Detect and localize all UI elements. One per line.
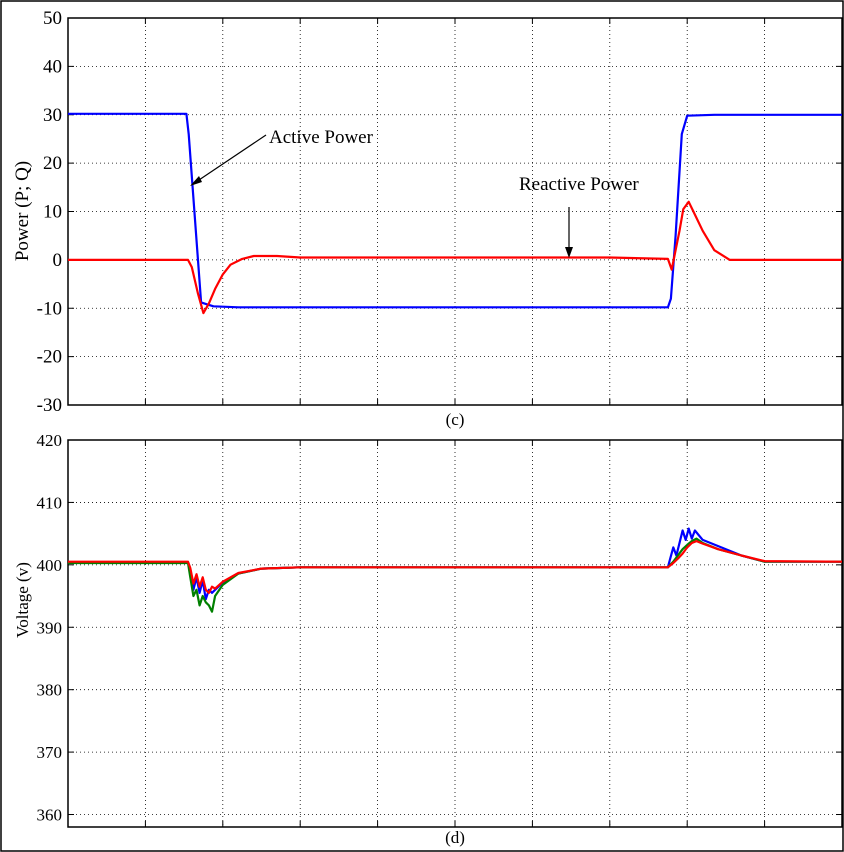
- panel-c-power-chart: -30 -20 -10 0 10 20 30 40 50 Power (P; Q) (c) Ac…: [12, 8, 843, 429]
- y-tick-label: 400: [37, 556, 63, 575]
- series-line-3: [68, 539, 843, 595]
- y-tick-label: 20: [43, 153, 62, 174]
- y-tick-label: 410: [37, 493, 63, 512]
- y-tick-label: -30: [37, 395, 62, 416]
- panel-caption-d: (d): [445, 828, 465, 847]
- y-tick-label: -20: [37, 347, 62, 368]
- series-line-reactive-power: [68, 200, 842, 315]
- y-tick-label: 360: [37, 806, 63, 825]
- y-ticks-d: 360 370 380 390 400 410 420: [37, 431, 63, 825]
- y-tick-label: 50: [43, 8, 62, 29]
- series-c: [68, 112, 842, 315]
- y-tick-label: 0: [53, 250, 63, 271]
- y-tick-label: 30: [43, 105, 62, 126]
- grid-d: [67, 439, 843, 827]
- y-tick-label: 370: [37, 743, 63, 762]
- y-tick-label: 390: [37, 618, 63, 637]
- y-tick-label: 420: [37, 431, 63, 450]
- series-line-active-power: [68, 112, 842, 309]
- panel-d-voltage-chart: 360 370 380 390 400 410 420 Voltage (v) (d): [13, 431, 843, 847]
- annotation-reactive-power: Reactive Power: [519, 174, 639, 195]
- y-tick-label: 380: [37, 681, 63, 700]
- panel-caption-c: (c): [446, 410, 465, 429]
- annotation-active-power: Active Power: [269, 127, 374, 148]
- y-tick-label: -10: [37, 298, 62, 319]
- y-axis-label-d: Voltage (v): [13, 562, 32, 638]
- series-d: [68, 527, 843, 613]
- y-tick-label: 40: [43, 56, 62, 77]
- arrowhead-active-power: [190, 176, 202, 186]
- y-axis-label-c: Power (P; Q): [12, 161, 33, 261]
- y-ticks-c: -30 -20 -10 0 10 20 30 40 50: [37, 8, 62, 416]
- arrowhead-reactive-power: [565, 247, 573, 258]
- annotation-arrow-active-power: [192, 134, 267, 185]
- y-tick-label: 10: [43, 202, 62, 223]
